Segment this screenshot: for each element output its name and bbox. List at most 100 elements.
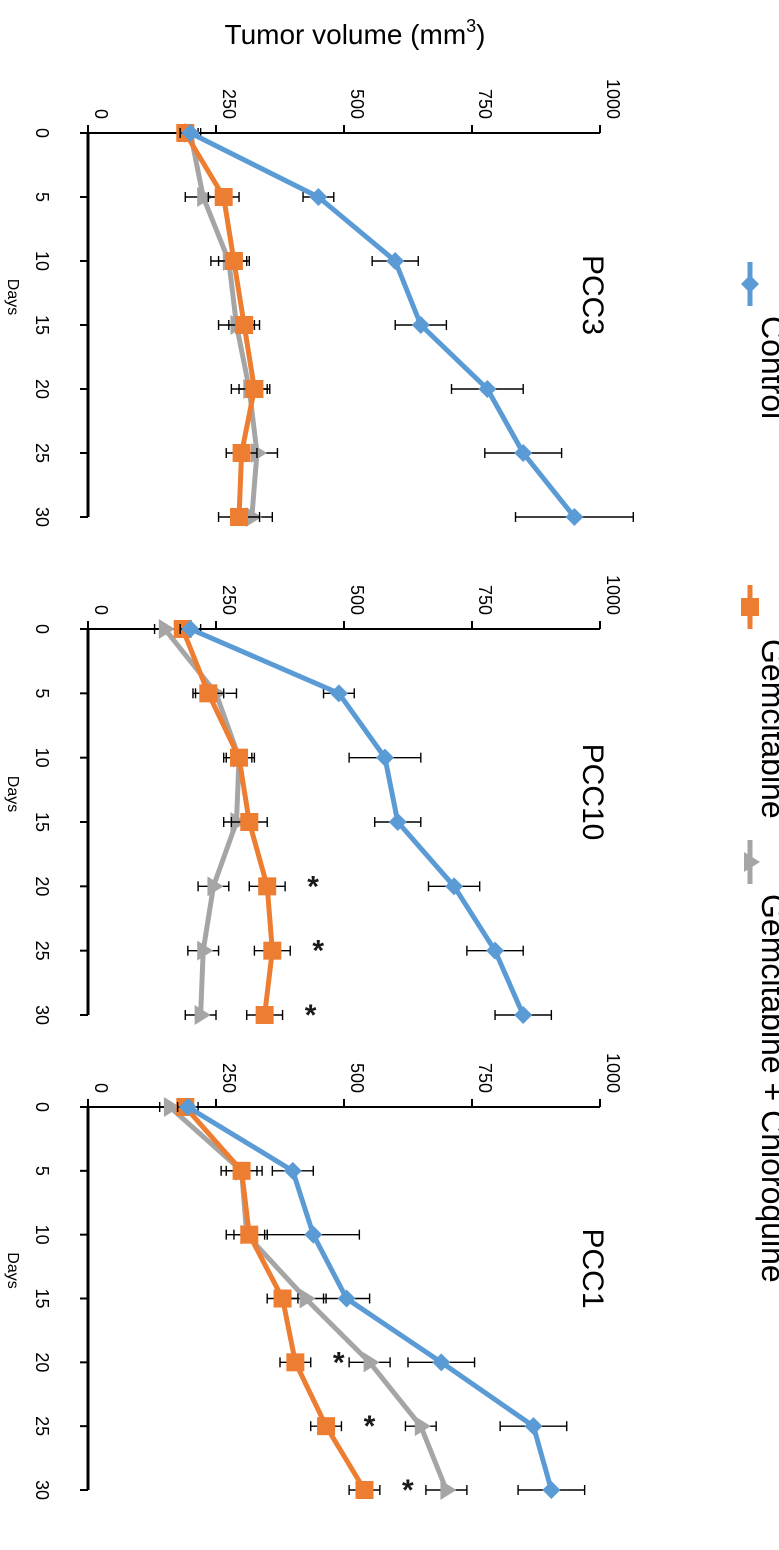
y-axis-title-superscript: 3 xyxy=(466,16,476,36)
significance-marker: * xyxy=(307,870,319,903)
legend-marker xyxy=(741,275,759,293)
panel-title: PCC3 xyxy=(576,255,609,335)
data-point xyxy=(411,316,430,334)
day-tick-label: 5 xyxy=(32,192,52,202)
legend-marker xyxy=(741,598,759,616)
data-point xyxy=(258,877,277,896)
data-point xyxy=(286,1353,305,1372)
value-tick-label: 750 xyxy=(475,1063,495,1093)
day-tick-label: 15 xyxy=(32,315,52,335)
legend-label: Gemcitabine xyxy=(755,639,779,819)
significance-marker: * xyxy=(305,999,317,1032)
data-point xyxy=(514,1006,533,1024)
day-tick-label: 25 xyxy=(32,443,52,463)
day-tick-label: 15 xyxy=(32,1288,52,1308)
data-point xyxy=(178,1098,197,1116)
data-point xyxy=(388,813,407,831)
chart-panel-pcc1: 0 250 500 750 1000 0 5 10 15 20 25 30 Days PCC1 * * * xyxy=(4,1053,623,1507)
data-point xyxy=(224,252,243,270)
day-tick-label: 20 xyxy=(32,1352,52,1372)
value-tick-label: 500 xyxy=(347,585,367,615)
day-tick-label: 5 xyxy=(32,688,52,698)
data-point xyxy=(232,1161,251,1180)
day-axis-title: Days xyxy=(4,776,21,812)
data-point xyxy=(337,1289,356,1308)
data-point xyxy=(514,444,533,462)
day-tick-label: 20 xyxy=(32,876,52,896)
data-point xyxy=(542,1481,561,1499)
data-point xyxy=(317,1417,336,1436)
series-gemcitabine xyxy=(176,1098,381,1499)
day-tick-label: 0 xyxy=(32,128,52,138)
day-tick-label: 0 xyxy=(32,624,52,634)
day-tick-label: 10 xyxy=(32,748,52,768)
panel-title: PCC1 xyxy=(576,1228,609,1308)
data-point xyxy=(240,1225,259,1244)
day-tick-label: 25 xyxy=(32,941,52,961)
data-point xyxy=(329,684,348,703)
data-point xyxy=(250,443,267,463)
data-point xyxy=(304,1225,323,1244)
data-point xyxy=(445,877,464,896)
data-point xyxy=(230,508,249,526)
data-point xyxy=(207,876,224,897)
data-point xyxy=(432,1353,451,1372)
day-axis-title: Days xyxy=(4,279,21,315)
value-tick-label: 500 xyxy=(347,1063,367,1093)
data-point xyxy=(181,620,200,638)
series-control xyxy=(176,1098,586,1499)
data-point xyxy=(197,940,214,961)
data-point xyxy=(414,1416,431,1437)
value-tick-label: 1000 xyxy=(603,1053,623,1093)
y-axis-title: Tumor volume (mm3) xyxy=(225,16,486,50)
data-point xyxy=(299,1288,316,1309)
value-tick-label: 1000 xyxy=(603,79,623,119)
data-point xyxy=(194,1005,211,1025)
value-tick-label: 0 xyxy=(91,1083,111,1093)
data-point xyxy=(163,1097,180,1117)
data-point xyxy=(375,748,394,767)
data-point xyxy=(232,444,251,462)
value-tick-label: 0 xyxy=(91,605,111,615)
day-tick-label: 10 xyxy=(32,251,52,271)
data-point xyxy=(245,380,264,398)
day-tick-label: 0 xyxy=(32,1102,52,1112)
data-point xyxy=(363,1352,380,1373)
legend-item-gemcitabine: Gemcitabine xyxy=(741,585,779,819)
value-tick-label: 0 xyxy=(91,109,111,119)
value-tick-label: 750 xyxy=(475,89,495,119)
series-gemcitabine xyxy=(173,620,291,1024)
data-point xyxy=(230,748,249,767)
significance-marker: * xyxy=(333,1346,345,1379)
data-point xyxy=(181,124,200,142)
data-point xyxy=(440,1480,457,1500)
day-tick-label: 30 xyxy=(32,1005,52,1025)
data-point xyxy=(355,1481,374,1499)
data-point xyxy=(199,684,218,703)
data-point xyxy=(273,1289,292,1308)
value-tick-label: 500 xyxy=(347,89,367,119)
y-axis-title-base: Tumor volume (mm xyxy=(225,19,467,50)
value-tick-label: 250 xyxy=(219,1063,239,1093)
data-point xyxy=(240,813,259,831)
data-point xyxy=(235,316,254,334)
day-tick-label: 30 xyxy=(32,507,52,527)
day-tick-label: 20 xyxy=(32,379,52,399)
data-point xyxy=(255,1006,274,1024)
day-tick-label: 25 xyxy=(32,1416,52,1436)
legend-marker xyxy=(744,852,760,872)
data-point xyxy=(263,941,282,960)
day-tick-label: 30 xyxy=(32,1480,52,1500)
data-point xyxy=(158,619,175,639)
legend-label: Control xyxy=(755,316,779,419)
value-tick-label: 750 xyxy=(475,585,495,615)
day-tick-label: 5 xyxy=(32,1166,52,1176)
data-point xyxy=(309,188,328,206)
data-point xyxy=(214,188,233,206)
value-tick-label: 1000 xyxy=(603,575,623,615)
value-tick-label: 250 xyxy=(219,585,239,615)
significance-marker: * xyxy=(402,1474,414,1507)
legend-item-control: Control xyxy=(741,262,779,419)
